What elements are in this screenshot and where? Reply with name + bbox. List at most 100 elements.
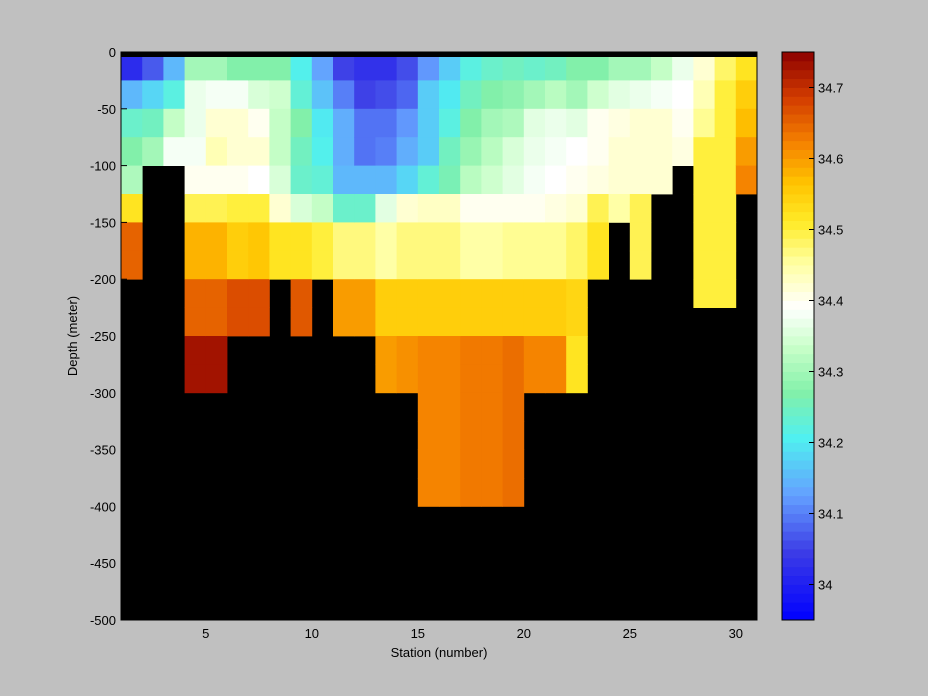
heatmap-cell — [439, 137, 461, 166]
colorbar-band — [782, 611, 814, 621]
colorbar — [782, 52, 814, 621]
heatmap-cell — [651, 80, 673, 110]
heatmap-cell — [290, 307, 313, 337]
heatmap-cell — [651, 52, 673, 81]
heatmap-cell — [693, 250, 715, 280]
heatmap-cell — [396, 307, 419, 337]
heatmap-cell — [417, 392, 440, 422]
colorbar-band — [782, 238, 814, 248]
heatmap-cell — [545, 250, 567, 280]
colorbar-band — [782, 291, 814, 301]
heatmap-cell — [142, 137, 164, 166]
heatmap-cell — [333, 279, 355, 308]
heatmap-cell — [248, 222, 270, 252]
heatmap-cell — [502, 279, 525, 308]
heatmap-cell — [714, 52, 737, 81]
heatmap-cell — [248, 108, 270, 138]
colorbar-tick-label: 34.7 — [818, 81, 843, 96]
y-axis: 0 -50 -100 -150 -200 -250 -300 -350 -400 -450 -500 — [90, 45, 127, 628]
colorbar-band — [782, 202, 814, 213]
colorbar-band — [782, 531, 814, 541]
heatmap-cell — [227, 222, 249, 252]
heatmap-cell — [523, 279, 546, 308]
heatmap-cell — [502, 307, 525, 337]
heatmap-cell — [460, 449, 482, 479]
heatmap-cell — [502, 222, 525, 252]
colorbar-band — [782, 265, 814, 275]
colorbar-band — [782, 211, 814, 222]
heatmap-cell — [396, 80, 419, 110]
heatmap-cell — [417, 222, 440, 252]
heatmap-cell — [396, 108, 419, 138]
heatmap-cell — [693, 194, 715, 223]
heatmap-cell — [269, 52, 291, 81]
heatmap-cell — [290, 194, 313, 223]
heatmap-cell — [608, 137, 631, 166]
heatmap-cell — [460, 336, 482, 365]
heatmap-cell — [693, 52, 715, 81]
heatmap-cell — [439, 80, 461, 110]
colorbar-band — [782, 140, 814, 151]
x-tick-label: 30 — [729, 626, 743, 641]
heatmap-cell — [523, 364, 546, 394]
colorbar-band — [782, 469, 814, 479]
colorbar-tick-label: 34 — [818, 578, 832, 593]
heatmap-cell — [269, 165, 291, 195]
colorbar-band — [782, 504, 814, 514]
heatmap-cell — [523, 165, 546, 195]
heatmap-cell — [354, 250, 376, 280]
heatmap-cell — [460, 478, 482, 507]
colorbar-band — [782, 327, 814, 337]
heatmap-cell — [651, 137, 673, 166]
colorbar-band — [782, 415, 814, 426]
heatmap-cell — [417, 194, 440, 223]
colorbar-band — [782, 123, 814, 133]
heatmap-cell — [184, 336, 207, 365]
heatmap-cell — [396, 279, 419, 308]
colorbar-ticks: 34 34.1 34.2 34.3 34.4 34.5 34.6 34.7 — [809, 81, 843, 593]
colorbar-band — [782, 176, 814, 186]
heatmap-cell — [672, 52, 694, 81]
colorbar-band — [782, 309, 814, 319]
heatmap-cell — [269, 250, 291, 280]
heatmap-cell — [163, 137, 185, 166]
colorbar-band — [782, 398, 814, 408]
heatmap-cell — [439, 392, 461, 422]
heatmap-cell — [184, 108, 207, 138]
heatmap-cell — [396, 165, 419, 195]
heatmap-cell — [290, 108, 313, 138]
heatmap-cell — [502, 336, 525, 365]
heatmap-cell — [439, 449, 461, 479]
colorbar-band — [782, 424, 814, 435]
colorbar-band — [782, 318, 814, 328]
colorbar-tick-label: 34.4 — [818, 294, 843, 309]
colorbar-band — [782, 513, 814, 523]
heatmap-cell — [651, 165, 673, 195]
heatmap-cell — [184, 80, 207, 110]
heatmap-cell — [333, 222, 355, 252]
heatmap-cell — [714, 222, 737, 252]
heatmap-cell — [417, 307, 440, 337]
heatmap-cell — [269, 194, 291, 223]
heatmap-cell — [439, 194, 461, 223]
colorbar-band — [782, 185, 814, 195]
colorbar-band — [782, 256, 814, 266]
x-tick-label: 5 — [202, 626, 209, 641]
heatmap-cell — [672, 80, 694, 110]
colorbar-tick-label: 34.2 — [818, 436, 843, 451]
heatmap-cell — [311, 222, 334, 252]
heatmap-cell — [375, 307, 397, 337]
colorbar-band — [782, 336, 814, 346]
heatmap-cell — [566, 194, 588, 223]
heatmap-cell — [502, 250, 525, 280]
heatmap-cell — [417, 279, 440, 308]
heatmap-cell — [629, 137, 652, 166]
heatmap-cell — [523, 336, 546, 365]
colorbar-band — [782, 566, 814, 577]
colorbar-band — [782, 273, 814, 284]
heatmap-cell — [269, 80, 291, 110]
y-tick-label: -200 — [90, 272, 116, 287]
heatmap-cell — [142, 52, 164, 81]
colorbar-band — [782, 69, 814, 80]
heatmap-cell — [693, 165, 715, 195]
